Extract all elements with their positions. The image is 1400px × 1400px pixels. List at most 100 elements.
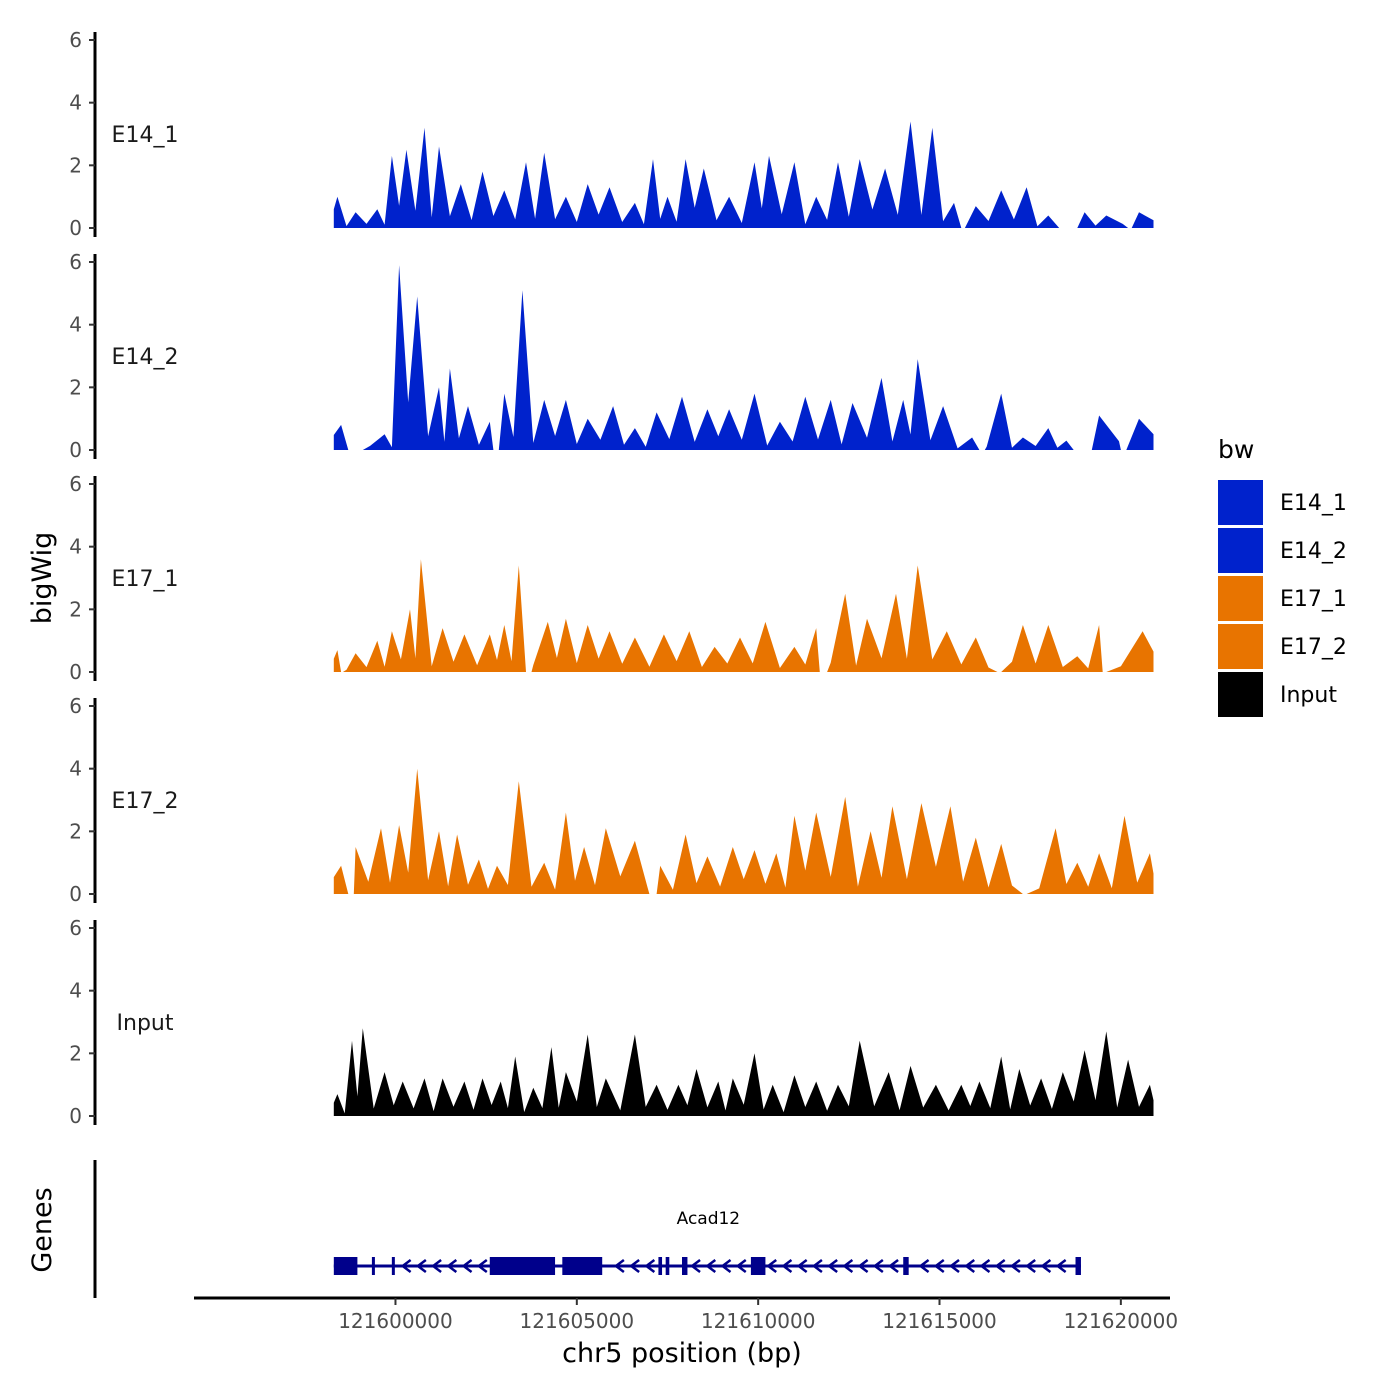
y-tick-label: 0 <box>69 216 82 240</box>
y-tick-label: 0 <box>69 438 82 462</box>
track-label: E17_1 <box>112 567 179 592</box>
y-axis-title: bigWig <box>27 532 58 625</box>
gene-exon <box>903 1257 909 1275</box>
strand-arrow <box>811 1259 823 1273</box>
y-tick-label: 4 <box>69 979 82 1003</box>
x-tick-label: 121620000 <box>1064 1309 1179 1333</box>
legend-label: Input <box>1280 683 1337 708</box>
genes-axis-title: Genes <box>27 1187 58 1272</box>
legend-item: E14_1 <box>1218 480 1347 525</box>
strand-arrow <box>1055 1259 1067 1273</box>
x-tick-label: 121610000 <box>701 1309 816 1333</box>
coverage-area-e17-1 <box>333 559 1154 672</box>
track-e14-2: 0 2 4 6 E14_2 <box>69 250 1154 462</box>
gene-exon <box>489 1257 556 1275</box>
x-tick-label: 121615000 <box>882 1309 997 1333</box>
y-tick-label: 2 <box>69 1041 82 1065</box>
y-tick-label: 6 <box>69 916 82 940</box>
coverage-area-e17-2 <box>333 768 1154 894</box>
track-label: E17_2 <box>112 789 179 814</box>
y-tick-label: 4 <box>69 757 82 781</box>
y-tick-label: 4 <box>69 313 82 337</box>
strand-arrow <box>933 1259 945 1273</box>
strand-arrow <box>888 1259 899 1273</box>
strand-arrow <box>872 1259 884 1273</box>
gene-exon <box>371 1257 375 1275</box>
legend: bw E14_1 E14_2 E17_1 E17_2 Input <box>1218 435 1347 717</box>
strand-arrow <box>400 1259 412 1273</box>
strand-arrow <box>415 1259 427 1273</box>
x-tick-label: 121600000 <box>338 1309 453 1333</box>
x-axis-title: chr5 position (bp) <box>562 1338 802 1369</box>
y-tick-label: 2 <box>69 819 82 843</box>
y-tick-label: 6 <box>69 28 82 52</box>
y-tick-label: 6 <box>69 694 82 718</box>
coverage-area-e14-1 <box>333 121 1154 228</box>
legend-label: E14_2 <box>1280 539 1347 564</box>
y-tick-label: 2 <box>69 597 82 621</box>
legend-item: Input <box>1218 672 1337 717</box>
gene-exon <box>750 1257 766 1275</box>
gene-exon <box>665 1257 670 1275</box>
legend-label: E14_1 <box>1280 491 1347 516</box>
track-label: E14_2 <box>112 345 179 370</box>
track-e17-2: 0 2 4 6 E17_2 <box>69 694 1154 906</box>
gene-exon <box>1075 1257 1081 1275</box>
y-tick-label: 6 <box>69 472 82 496</box>
track-label: E14_1 <box>112 123 179 148</box>
gene-exon <box>562 1257 603 1275</box>
strand-arrow <box>1009 1259 1021 1273</box>
strand-arrow <box>629 1259 640 1273</box>
coverage-area-input <box>333 1028 1154 1116</box>
legend-label: E17_1 <box>1280 587 1347 612</box>
y-tick-label: 0 <box>69 882 82 906</box>
gene-label: Acad12 <box>677 1209 741 1229</box>
strand-arrow <box>689 1259 701 1273</box>
y-tick-label: 6 <box>69 250 82 274</box>
track-label: Input <box>117 1011 174 1036</box>
legend-item: E17_2 <box>1218 624 1347 669</box>
coverage-tracks: 0 2 4 6 E14_1 0 2 4 6 E14_2 0 2 4 6 E17_1 0 2 4 6 E17_2 0 2 4 6… <box>69 28 1154 1128</box>
strand-arrow <box>948 1259 960 1273</box>
strand-arrow <box>842 1259 854 1273</box>
legend-key <box>1218 576 1263 621</box>
strand-arrow <box>1040 1259 1052 1273</box>
track-e14-1: 0 2 4 6 E14_1 <box>69 28 1154 240</box>
legend-item: E14_2 <box>1218 528 1347 573</box>
y-tick-label: 0 <box>69 660 82 684</box>
legend-label: E17_2 <box>1280 635 1347 660</box>
strand-arrow <box>720 1259 732 1273</box>
strand-arrow <box>644 1259 656 1273</box>
track-e17-1: 0 2 4 6 E17_1 <box>69 472 1154 684</box>
gene-exon <box>391 1257 395 1275</box>
legend-item: E17_1 <box>1218 576 1347 621</box>
strand-arrow <box>461 1259 473 1273</box>
gene-exon <box>333 1257 358 1275</box>
strand-arrow <box>431 1259 442 1273</box>
legend-title: bw <box>1218 435 1254 464</box>
y-tick-label: 4 <box>69 91 82 115</box>
strand-arrow <box>827 1259 838 1273</box>
strand-arrow <box>964 1259 975 1273</box>
legend-key <box>1218 624 1263 669</box>
track-input: 0 2 4 6 Input <box>69 916 1154 1128</box>
gene-exon <box>682 1257 688 1275</box>
gene-exon <box>658 1257 663 1275</box>
legend-key <box>1218 528 1263 573</box>
x-tick-label: 121605000 <box>520 1309 635 1333</box>
legend-key <box>1218 480 1263 525</box>
strand-arrow <box>613 1259 625 1273</box>
strand-arrow <box>705 1259 717 1273</box>
coverage-area-e14-2 <box>333 265 1154 450</box>
y-tick-label: 0 <box>69 1104 82 1128</box>
strand-arrow <box>994 1259 1006 1273</box>
legend-key <box>1218 672 1263 717</box>
strand-arrow <box>446 1259 458 1273</box>
strand-arrow <box>781 1259 793 1273</box>
strand-arrow <box>766 1259 777 1273</box>
y-tick-label: 2 <box>69 375 82 399</box>
gene-acad12: Acad12 <box>333 1209 1081 1275</box>
y-tick-label: 4 <box>69 535 82 559</box>
strand-arrow <box>735 1259 747 1273</box>
strand-arrow <box>979 1259 991 1273</box>
